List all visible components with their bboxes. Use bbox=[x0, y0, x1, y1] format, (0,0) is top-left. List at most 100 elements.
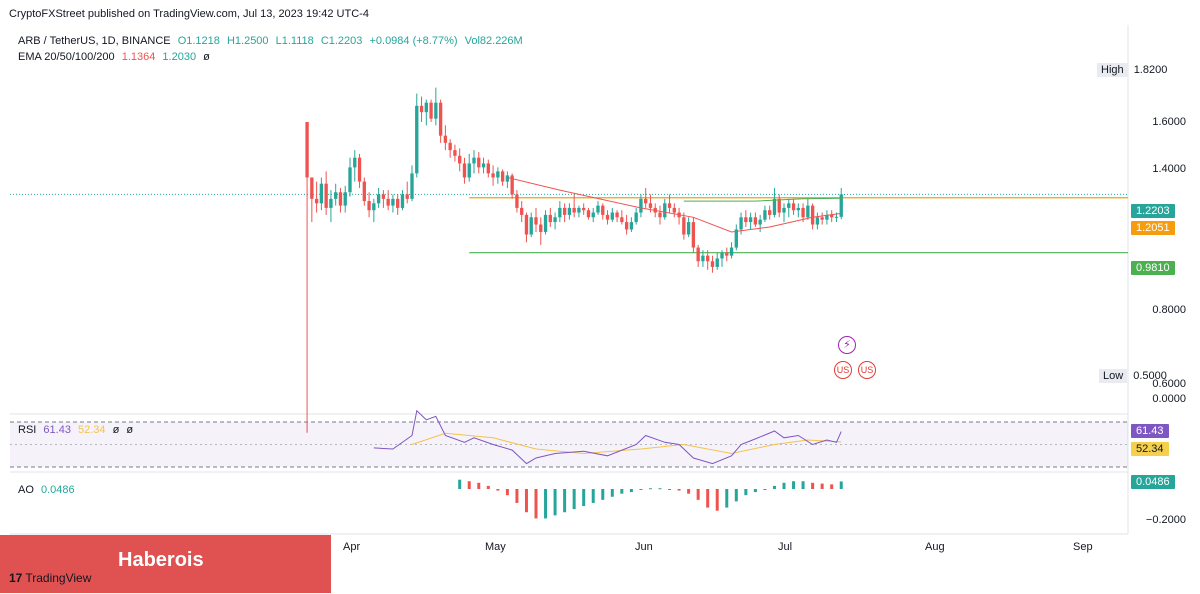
candle-body bbox=[758, 219, 762, 225]
candle-body bbox=[748, 217, 753, 223]
high-value: H1.2500 bbox=[226, 35, 269, 47]
price-tick-4: 0.6000 bbox=[1152, 378, 1186, 390]
ao-bar bbox=[544, 489, 548, 519]
us-flag-icon[interactable]: US bbox=[834, 361, 852, 379]
candle-body bbox=[601, 205, 605, 215]
candle-body bbox=[667, 203, 672, 208]
candle-body bbox=[577, 207, 581, 213]
ao-bar bbox=[458, 479, 462, 489]
publisher-line: CryptoFXStreet published on TradingView.… bbox=[9, 8, 369, 20]
candle-body bbox=[462, 163, 467, 178]
tv-brand: TradingView bbox=[25, 571, 92, 585]
ema50-value: 1.2030 bbox=[162, 51, 197, 63]
ao-bar bbox=[563, 489, 567, 513]
candle-body bbox=[729, 247, 734, 256]
ema50-line bbox=[683, 197, 842, 202]
ao-bar bbox=[477, 482, 481, 489]
candle-body bbox=[362, 181, 366, 202]
open-value: O1.1218 bbox=[177, 35, 220, 47]
candle-body bbox=[806, 205, 810, 218]
month-label: Jul bbox=[778, 541, 793, 553]
ao-bar bbox=[629, 489, 633, 493]
rsi-label: RSI bbox=[18, 424, 37, 436]
candle-body bbox=[386, 198, 390, 206]
candle-body bbox=[524, 214, 529, 235]
candle-body bbox=[658, 212, 662, 218]
ema50-price-tag: 1.2051 bbox=[1131, 221, 1175, 235]
rsi-null-1: ø bbox=[112, 424, 120, 436]
candle-body bbox=[396, 198, 400, 208]
price-tick-5: 0.0000 bbox=[1152, 393, 1186, 405]
candle-body bbox=[491, 173, 495, 178]
candle-body bbox=[734, 229, 738, 248]
ao-bar bbox=[801, 481, 805, 489]
candle-body bbox=[777, 198, 781, 213]
month-label: Sep bbox=[1073, 541, 1093, 553]
high-value-axis: 1.8200 bbox=[1133, 64, 1168, 76]
candle-body bbox=[477, 157, 481, 168]
ao-bar bbox=[706, 489, 710, 508]
candle-body bbox=[672, 207, 676, 213]
candle-body bbox=[706, 255, 710, 262]
high-marker: High 1.8200 bbox=[1097, 63, 1168, 77]
support-price-tag: 0.9810 bbox=[1131, 261, 1175, 275]
last-price-tag: 1.2203 bbox=[1131, 204, 1175, 218]
month-label: Aug bbox=[925, 541, 945, 553]
ao-bar bbox=[696, 489, 700, 500]
candle-body bbox=[367, 201, 371, 211]
low-value: L1.1118 bbox=[275, 35, 314, 47]
ao-bar bbox=[553, 489, 557, 516]
ema20-line bbox=[507, 177, 842, 233]
candle-body bbox=[429, 102, 433, 119]
rsi-ma-line bbox=[411, 432, 842, 455]
source-banner bbox=[0, 535, 331, 593]
candle-body bbox=[558, 207, 562, 218]
ao-bar bbox=[782, 482, 786, 489]
ao-bar bbox=[572, 489, 576, 510]
lightning-icon[interactable]: ⚡ bbox=[838, 336, 856, 354]
us-flag-icon[interactable]: US bbox=[858, 361, 876, 379]
ao-bar bbox=[772, 485, 776, 489]
ao-bar bbox=[620, 489, 624, 494]
ao-bar bbox=[658, 488, 662, 490]
candle-body bbox=[562, 207, 567, 215]
price-tick-3: 0.8000 bbox=[1152, 304, 1186, 316]
ao-bar bbox=[715, 489, 719, 511]
candle-body bbox=[481, 163, 486, 168]
ao-bar bbox=[677, 489, 681, 491]
candle-body bbox=[753, 217, 758, 225]
candle-body bbox=[791, 203, 796, 211]
month-label: Jun bbox=[635, 541, 653, 553]
candle-body bbox=[772, 198, 777, 215]
candle-body bbox=[515, 194, 519, 208]
price-tick-2: 1.4000 bbox=[1152, 163, 1186, 175]
ao-bar bbox=[486, 485, 490, 489]
candle-body bbox=[443, 135, 448, 143]
candle-body bbox=[839, 194, 843, 217]
candle-body bbox=[486, 163, 490, 174]
candle-body bbox=[648, 203, 653, 208]
candle-body bbox=[553, 217, 557, 223]
ao-bar bbox=[515, 489, 519, 503]
month-label: May bbox=[485, 541, 506, 553]
candle-body bbox=[472, 157, 476, 164]
candle-body bbox=[543, 214, 548, 232]
candle-body bbox=[353, 157, 357, 168]
candle-body bbox=[605, 214, 610, 220]
candle-body bbox=[434, 102, 438, 119]
rsi-null-2: ø bbox=[126, 424, 134, 436]
candle-body bbox=[815, 217, 820, 225]
candle-body bbox=[825, 214, 829, 220]
ao-bar bbox=[610, 489, 614, 497]
candle-body bbox=[624, 222, 629, 230]
candle-body bbox=[591, 212, 595, 218]
candle-body bbox=[415, 105, 419, 174]
candle-body bbox=[500, 171, 505, 182]
volume-value: Vol82.226M bbox=[464, 35, 523, 47]
ao-bar bbox=[811, 482, 815, 489]
ao-legend: AO 0.0486 bbox=[18, 484, 79, 496]
low-marker: Low 0.5000 bbox=[1099, 369, 1167, 383]
candle-body bbox=[319, 183, 324, 204]
ao-bar bbox=[792, 481, 796, 489]
